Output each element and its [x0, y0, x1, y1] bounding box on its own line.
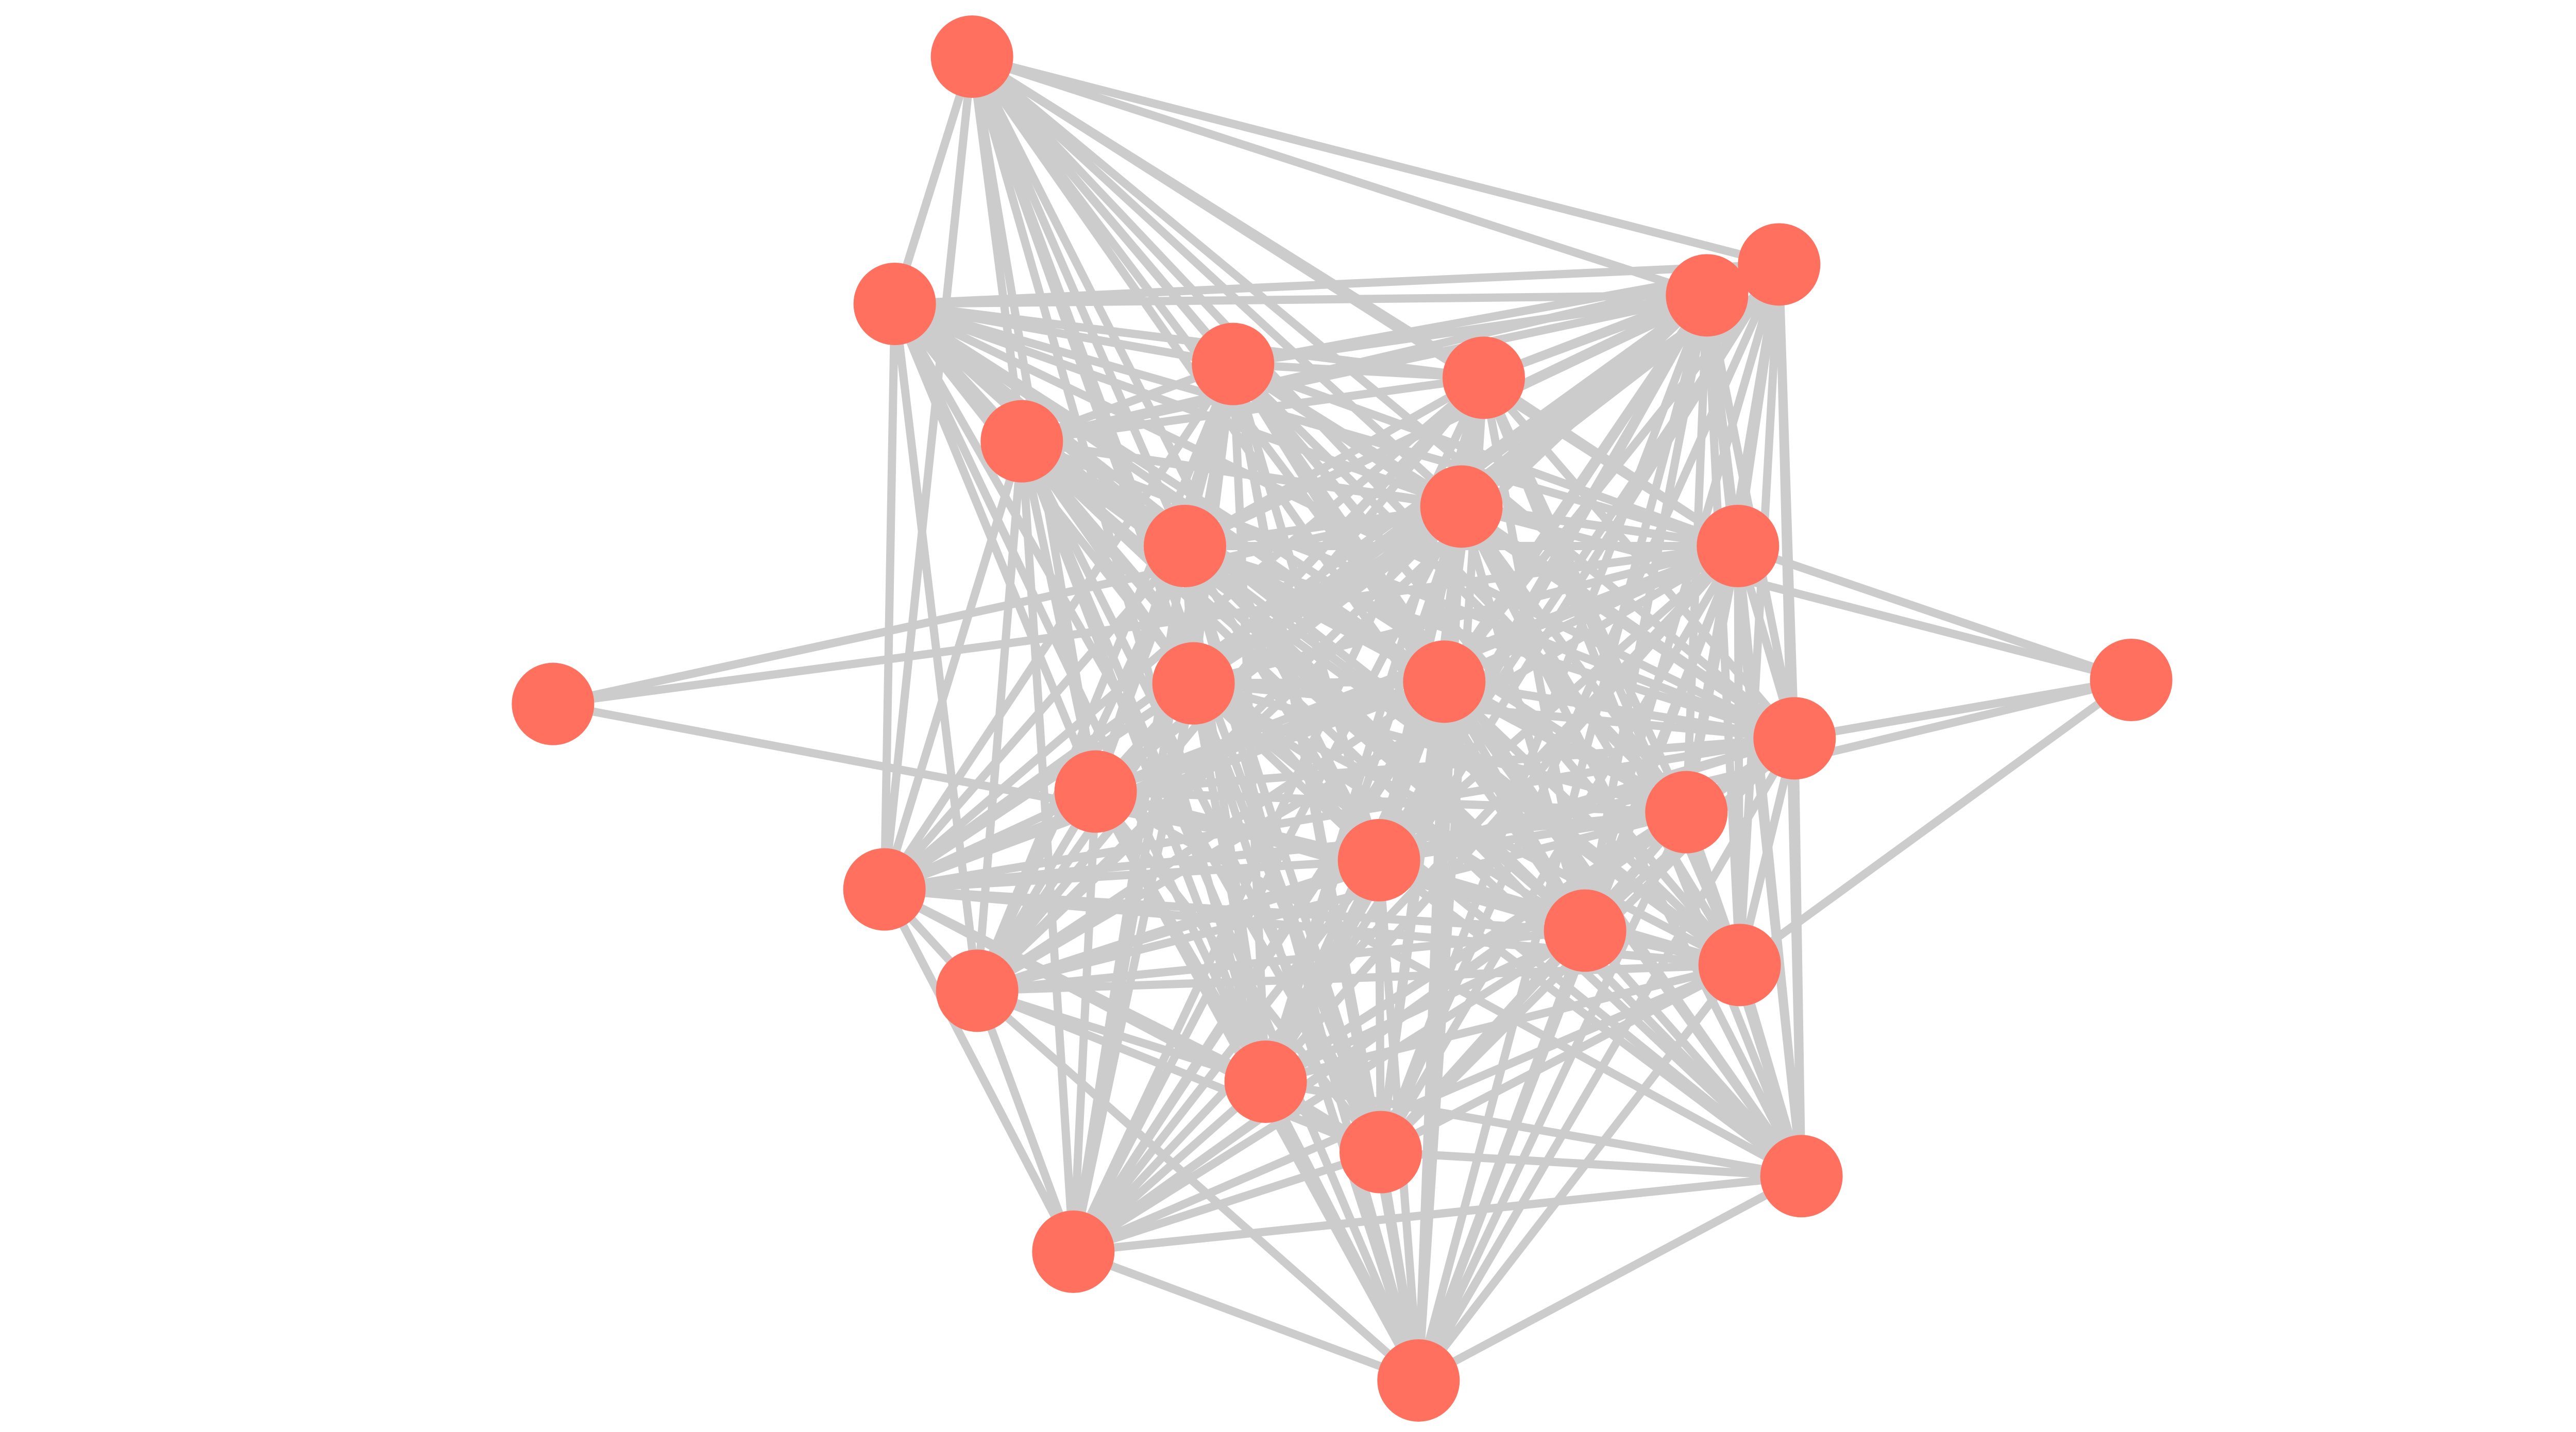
edge-6-9 [1183, 374, 1486, 550]
edge-10-12 [1736, 542, 2133, 684]
edge-10-26 [1070, 543, 1741, 1255]
edge-1-18 [880, 56, 976, 890]
nodes-layer [512, 15, 2173, 1422]
edge-22-26 [973, 989, 1077, 1253]
edge-7-16 [1018, 440, 1100, 793]
edge-19-26 [1070, 858, 1382, 1254]
edge-2-23 [891, 302, 1269, 1084]
edge-10-13 [1192, 542, 1739, 688]
edge-7-13 [1018, 439, 1197, 686]
edge-5-6 [1232, 360, 1484, 382]
edge-4-5 [1232, 291, 1708, 368]
edge-15-16 [1095, 734, 1795, 796]
edge-13-18 [882, 679, 1196, 893]
node-3[interactable] [1738, 223, 1821, 306]
edge-24-26 [1072, 1148, 1382, 1256]
edge-14-17 [1442, 678, 1689, 816]
edge-21-23 [1264, 961, 1741, 1086]
edge-23-26 [1071, 1078, 1268, 1255]
edge-17-22 [976, 808, 1688, 995]
edges-layer [552, 53, 2134, 1385]
edge-8-21 [1458, 504, 1743, 967]
node-20[interactable] [1544, 889, 1626, 972]
edge-1-15 [969, 53, 1798, 742]
edge-6-7 [1021, 373, 1485, 446]
edge-25-27 [1416, 1172, 1804, 1385]
node-12[interactable] [2090, 638, 2173, 721]
edge-10-11 [552, 542, 1739, 708]
edge-15-25 [1790, 738, 1806, 1177]
edge-14-15 [1444, 677, 1795, 743]
edge-22-27 [974, 987, 1421, 1384]
node-22[interactable] [936, 949, 1019, 1032]
edge-17-23 [1263, 808, 1689, 1085]
edge-20-23 [1264, 927, 1587, 1086]
edge-17-27 [1415, 810, 1690, 1383]
edge-26-27 [1072, 1248, 1420, 1385]
edge-24-25 [1380, 1148, 1802, 1181]
edge-25-26 [1073, 1172, 1802, 1256]
edge-10-24 [1377, 543, 1742, 1154]
edge-1-2 [891, 55, 976, 305]
node-21[interactable] [1698, 924, 1781, 1007]
node-27[interactable] [1377, 1339, 1460, 1422]
node-7[interactable] [980, 400, 1063, 483]
edge-2-3 [894, 260, 1780, 308]
edge-12-21 [1737, 676, 2134, 968]
edge-20-22 [976, 926, 1586, 995]
edge-21-27 [1415, 962, 1743, 1383]
node-16[interactable] [1054, 750, 1137, 833]
edge-13-22 [974, 681, 1197, 993]
edge-15-27 [1415, 736, 1799, 1383]
node-11[interactable] [512, 662, 595, 745]
node-4[interactable] [1666, 254, 1749, 337]
edge-19-25 [1376, 857, 1804, 1180]
node-8[interactable] [1420, 465, 1503, 548]
edge-6-10 [1481, 374, 1740, 550]
edge-2-16 [891, 302, 1100, 793]
node-25[interactable] [1760, 1135, 1843, 1218]
node-2[interactable] [853, 262, 936, 345]
node-24[interactable] [1339, 1111, 1422, 1194]
node-15[interactable] [1753, 697, 1836, 780]
edge-5-10 [1231, 360, 1740, 550]
edge-22-24 [975, 986, 1382, 1156]
node-23[interactable] [1224, 1040, 1307, 1123]
edge-8-12 [1460, 502, 2132, 684]
edge-17-18 [884, 808, 1687, 894]
node-14[interactable] [1403, 640, 1486, 723]
node-10[interactable] [1697, 504, 1780, 587]
node-13[interactable] [1152, 642, 1235, 725]
edge-2-4 [894, 291, 1707, 308]
edge-7-18 [880, 440, 1026, 891]
edge-18-19 [884, 856, 1380, 894]
edge-8-10 [1461, 502, 1739, 550]
edge-16-17 [1095, 787, 1687, 816]
node-17[interactable] [1645, 771, 1728, 854]
edge-9-18 [881, 543, 1188, 892]
edge-23-25 [1265, 1078, 1803, 1181]
edge-19-23 [1262, 858, 1383, 1084]
edge-21-24 [1379, 961, 1742, 1156]
node-26[interactable] [1032, 1210, 1115, 1293]
edge-15-18 [884, 734, 1795, 894]
edge-18-26 [880, 887, 1077, 1254]
edge-1-3 [971, 53, 1781, 269]
edge-19-22 [976, 856, 1381, 995]
node-9[interactable] [1143, 504, 1226, 587]
node-1[interactable] [930, 15, 1013, 98]
edge-10-25 [1734, 545, 1806, 1177]
edge-8-11 [552, 502, 1463, 708]
node-5[interactable] [1192, 322, 1275, 405]
edge-1-4 [971, 53, 1708, 299]
node-6[interactable] [1442, 336, 1525, 419]
node-18[interactable] [843, 848, 926, 931]
edge-23-27 [1262, 1080, 1422, 1383]
edge-17-19 [1378, 808, 1687, 864]
edge-21-22 [977, 961, 1740, 995]
edge-2-18 [880, 303, 899, 890]
node-19[interactable] [1337, 819, 1420, 901]
